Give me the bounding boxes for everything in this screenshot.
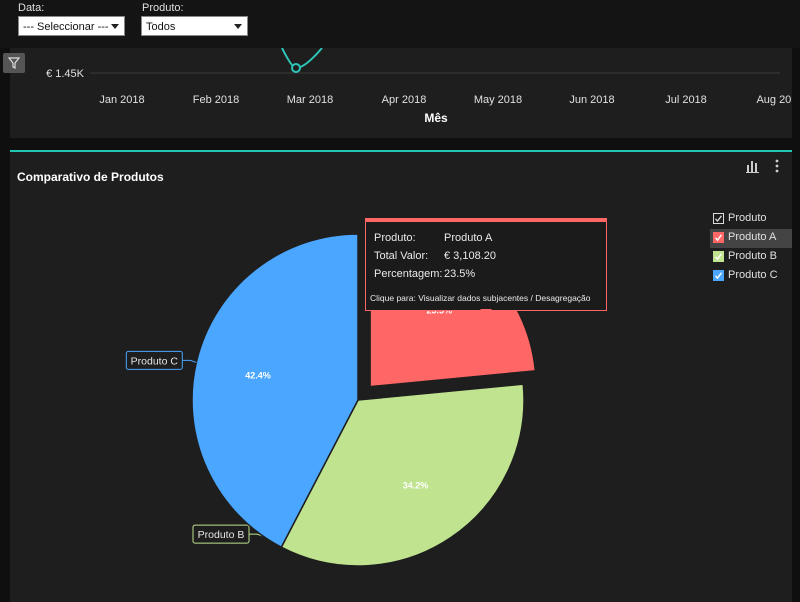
filter-bar: Data: --- Seleccionar --- Produto: Todos (0, 0, 800, 48)
x-tick-label: Aug 2018 (756, 94, 792, 106)
monthly-line-chart: € 1.45K Jan 2018 Feb 2018 Mar 2018 Apr 2018… (10, 47, 800, 138)
tooltip-percentage-label: Percentagem: (374, 268, 443, 280)
legend-label: Produto B (728, 250, 777, 262)
product-select[interactable]: Todos (141, 16, 248, 36)
filter-button[interactable] (3, 53, 25, 73)
tooltip-product-label: Produto: (374, 232, 416, 244)
tooltip-percentage-value: 23.5% (444, 268, 476, 280)
checkbox-icon (713, 251, 724, 262)
legend-title-toggle[interactable]: Produto (710, 210, 792, 229)
callout-label: Produto C (131, 355, 179, 367)
chart-legend: Produto Produto A Produto B Produto C (710, 210, 792, 286)
pie-slice-produto-b[interactable] (280, 383, 525, 567)
legend-item[interactable]: Produto C (710, 267, 792, 286)
date-select[interactable]: --- Seleccionar --- (18, 16, 125, 36)
legend-label: Produto A (728, 231, 777, 243)
slice-percentage-label: 34.2% (403, 480, 429, 490)
series-line (281, 47, 323, 70)
checkbox-icon (713, 270, 724, 281)
more-options-button[interactable] (773, 159, 781, 178)
product-filter-label: Produto: (142, 2, 184, 14)
chart-type-button[interactable] (746, 159, 760, 178)
x-axis-label: Mês (424, 111, 448, 125)
x-tick-label: Jun 2018 (569, 94, 614, 106)
checkbox-icon (713, 213, 724, 224)
tooltip-product-value: Produto A (444, 232, 493, 244)
chevron-down-icon (234, 24, 242, 29)
x-tick-label: Apr 2018 (382, 94, 427, 106)
legend-item[interactable]: Produto A (710, 229, 792, 248)
x-tick-label: Jul 2018 (665, 94, 707, 106)
bar-chart-icon (746, 161, 759, 173)
x-tick-label: Mar 2018 (287, 94, 333, 106)
date-filter-label: Data: (18, 2, 45, 14)
tooltip-arrow (480, 309, 492, 315)
monthly-line-chart-svg: € 1.45K Jan 2018 Feb 2018 Mar 2018 Apr 2018… (46, 47, 800, 125)
chart-tooltip: Produto: Produto A Total Valor: € 3,108.… (365, 218, 607, 311)
product-select-value: Todos (146, 21, 176, 33)
callout-line (182, 359, 197, 363)
chevron-down-icon (111, 24, 119, 29)
tooltip-total-label: Total Valor: (374, 250, 429, 262)
callout-label: Produto B (198, 529, 245, 541)
legend-label: Produto C (728, 269, 778, 281)
tooltip-total-value: € 3,108.20 (444, 250, 496, 262)
tooltip-hint: Clique para: Visualizar dados subjacente… (370, 293, 591, 303)
pie-slice-produto-c[interactable] (191, 233, 359, 549)
x-tick-label: Feb 2018 (193, 94, 239, 106)
slice-percentage-label: 42.4% (245, 371, 271, 381)
callout-box (125, 350, 183, 370)
legend-title: Produto (728, 212, 767, 224)
x-tick-label: Jan 2018 (99, 94, 144, 106)
date-select-value: --- Seleccionar --- (23, 21, 109, 33)
legend-item[interactable]: Produto B (710, 248, 792, 267)
checkbox-icon (713, 232, 724, 243)
more-vertical-icon (775, 159, 779, 173)
callout-box (192, 524, 250, 544)
data-point[interactable] (291, 63, 301, 73)
x-tick-label: May 2018 (474, 94, 522, 106)
x-axis-ticks: Jan 2018 Feb 2018 Mar 2018 Apr 2018 May 2018… (99, 94, 800, 106)
panel-title: Comparativo de Produtos (17, 170, 164, 184)
y-tick-label: € 1.45K (46, 68, 85, 80)
filter-icon (7, 57, 21, 69)
